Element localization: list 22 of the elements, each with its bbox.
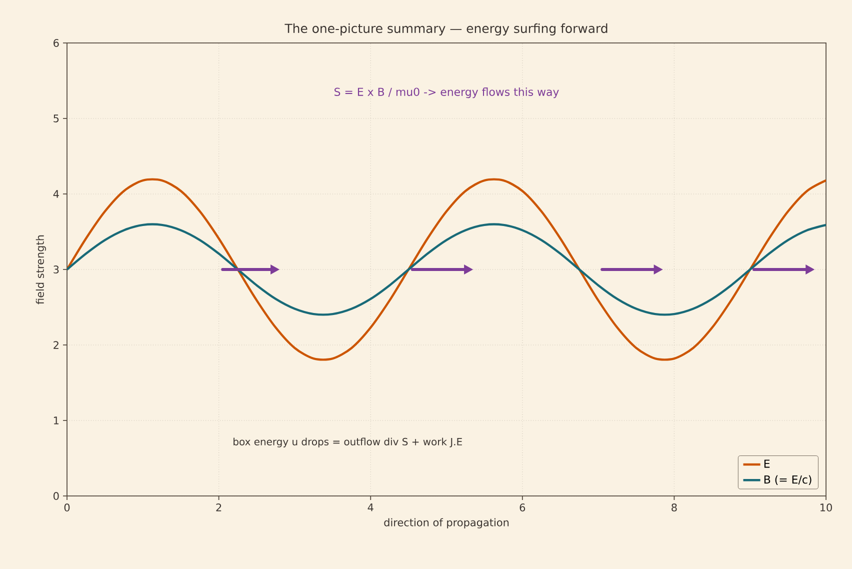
y-tick-label: 5 — [54, 114, 59, 122]
legend-label: B (= E/c) — [764, 475, 812, 485]
y-tick-label: 1 — [54, 416, 59, 424]
annotation: box energy u drops = outflow div S + work J.E — [234, 438, 462, 448]
line-series — [67, 178, 826, 361]
y-axis-title: field strength — [36, 235, 46, 304]
x-axis-title: direction of propagation — [384, 518, 509, 528]
x-tick-label: 10 — [820, 504, 832, 512]
y-tick-label: 4 — [53, 190, 59, 198]
x-tick-label: 8 — [672, 504, 677, 512]
x-tick-label: 4 — [368, 504, 374, 512]
x-tick-label: 6 — [520, 504, 526, 512]
y-tick-label: 0 — [54, 492, 59, 500]
annotation: S = E x B / mu0 -> energy flows this way — [334, 88, 559, 98]
legend-label: E — [764, 460, 770, 468]
x-tick-label: 2 — [216, 504, 222, 512]
chart-title: The one-picture summary — energy surfing forward — [284, 23, 608, 36]
y-tick-label: 3 — [54, 266, 59, 274]
y-tick-label: 6 — [54, 39, 59, 47]
y-tick-label: 2 — [54, 341, 58, 349]
line-series — [67, 223, 826, 316]
x-tick-label: 0 — [64, 504, 70, 512]
